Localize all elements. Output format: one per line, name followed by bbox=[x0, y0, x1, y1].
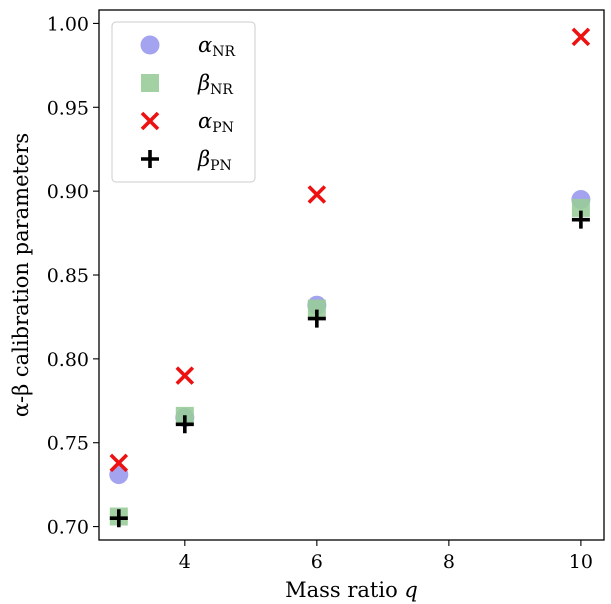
y-tick-label: 0.90 bbox=[47, 181, 89, 203]
data-points bbox=[109, 27, 591, 528]
x-tick-label: 6 bbox=[311, 551, 323, 573]
point-βPN bbox=[109, 509, 128, 528]
legend-label-βNR: βNR bbox=[197, 71, 233, 98]
point-αPN bbox=[109, 453, 129, 473]
y-axis-label: α-β calibration parameters bbox=[9, 133, 33, 417]
point-βPN bbox=[307, 309, 326, 328]
y-tick-label: 0.85 bbox=[47, 265, 89, 287]
point-αPN bbox=[571, 27, 591, 47]
legend-label-αNR: αNR bbox=[198, 33, 235, 60]
y-tick-label: 0.70 bbox=[47, 517, 89, 539]
y-tick-label: 0.80 bbox=[47, 349, 89, 371]
legend: αNR βNR αPN βPN bbox=[111, 21, 256, 183]
legend-marker-αPN bbox=[140, 111, 160, 131]
point-βPN bbox=[175, 415, 194, 434]
point-βNR bbox=[571, 198, 590, 217]
plot-frame bbox=[98, 9, 605, 541]
y-tick-label: 1.00 bbox=[47, 13, 89, 35]
legend-label-βPN: βPN bbox=[197, 147, 232, 174]
point-βNR bbox=[307, 299, 326, 318]
x-tick-label: 10 bbox=[569, 551, 593, 573]
x-axis-label: Mass ratio q bbox=[285, 578, 418, 602]
y-tick-label: 0.75 bbox=[47, 433, 89, 455]
point-αPN bbox=[175, 366, 195, 385]
legend-label-αPN: αPN bbox=[198, 109, 234, 136]
series-αNR bbox=[109, 190, 591, 485]
series-βNR bbox=[109, 198, 590, 526]
legend-marker-αNR bbox=[140, 35, 160, 55]
legend-box bbox=[111, 21, 256, 183]
legend-marker-βPN bbox=[141, 150, 159, 168]
series-βPN bbox=[109, 210, 590, 528]
point-αPN bbox=[307, 185, 327, 204]
series-αPN bbox=[109, 27, 591, 473]
axis-ticks: 4 6 8 10 0.70 0.75 0.80 0.85 0.90 0.95 1.00 bbox=[47, 13, 593, 573]
y-tick-label: 0.95 bbox=[47, 97, 89, 119]
legend-marker-βNR bbox=[141, 74, 159, 92]
point-βPN bbox=[571, 210, 590, 229]
x-tick-label: 8 bbox=[443, 551, 455, 573]
x-tick-label: 4 bbox=[179, 551, 191, 573]
